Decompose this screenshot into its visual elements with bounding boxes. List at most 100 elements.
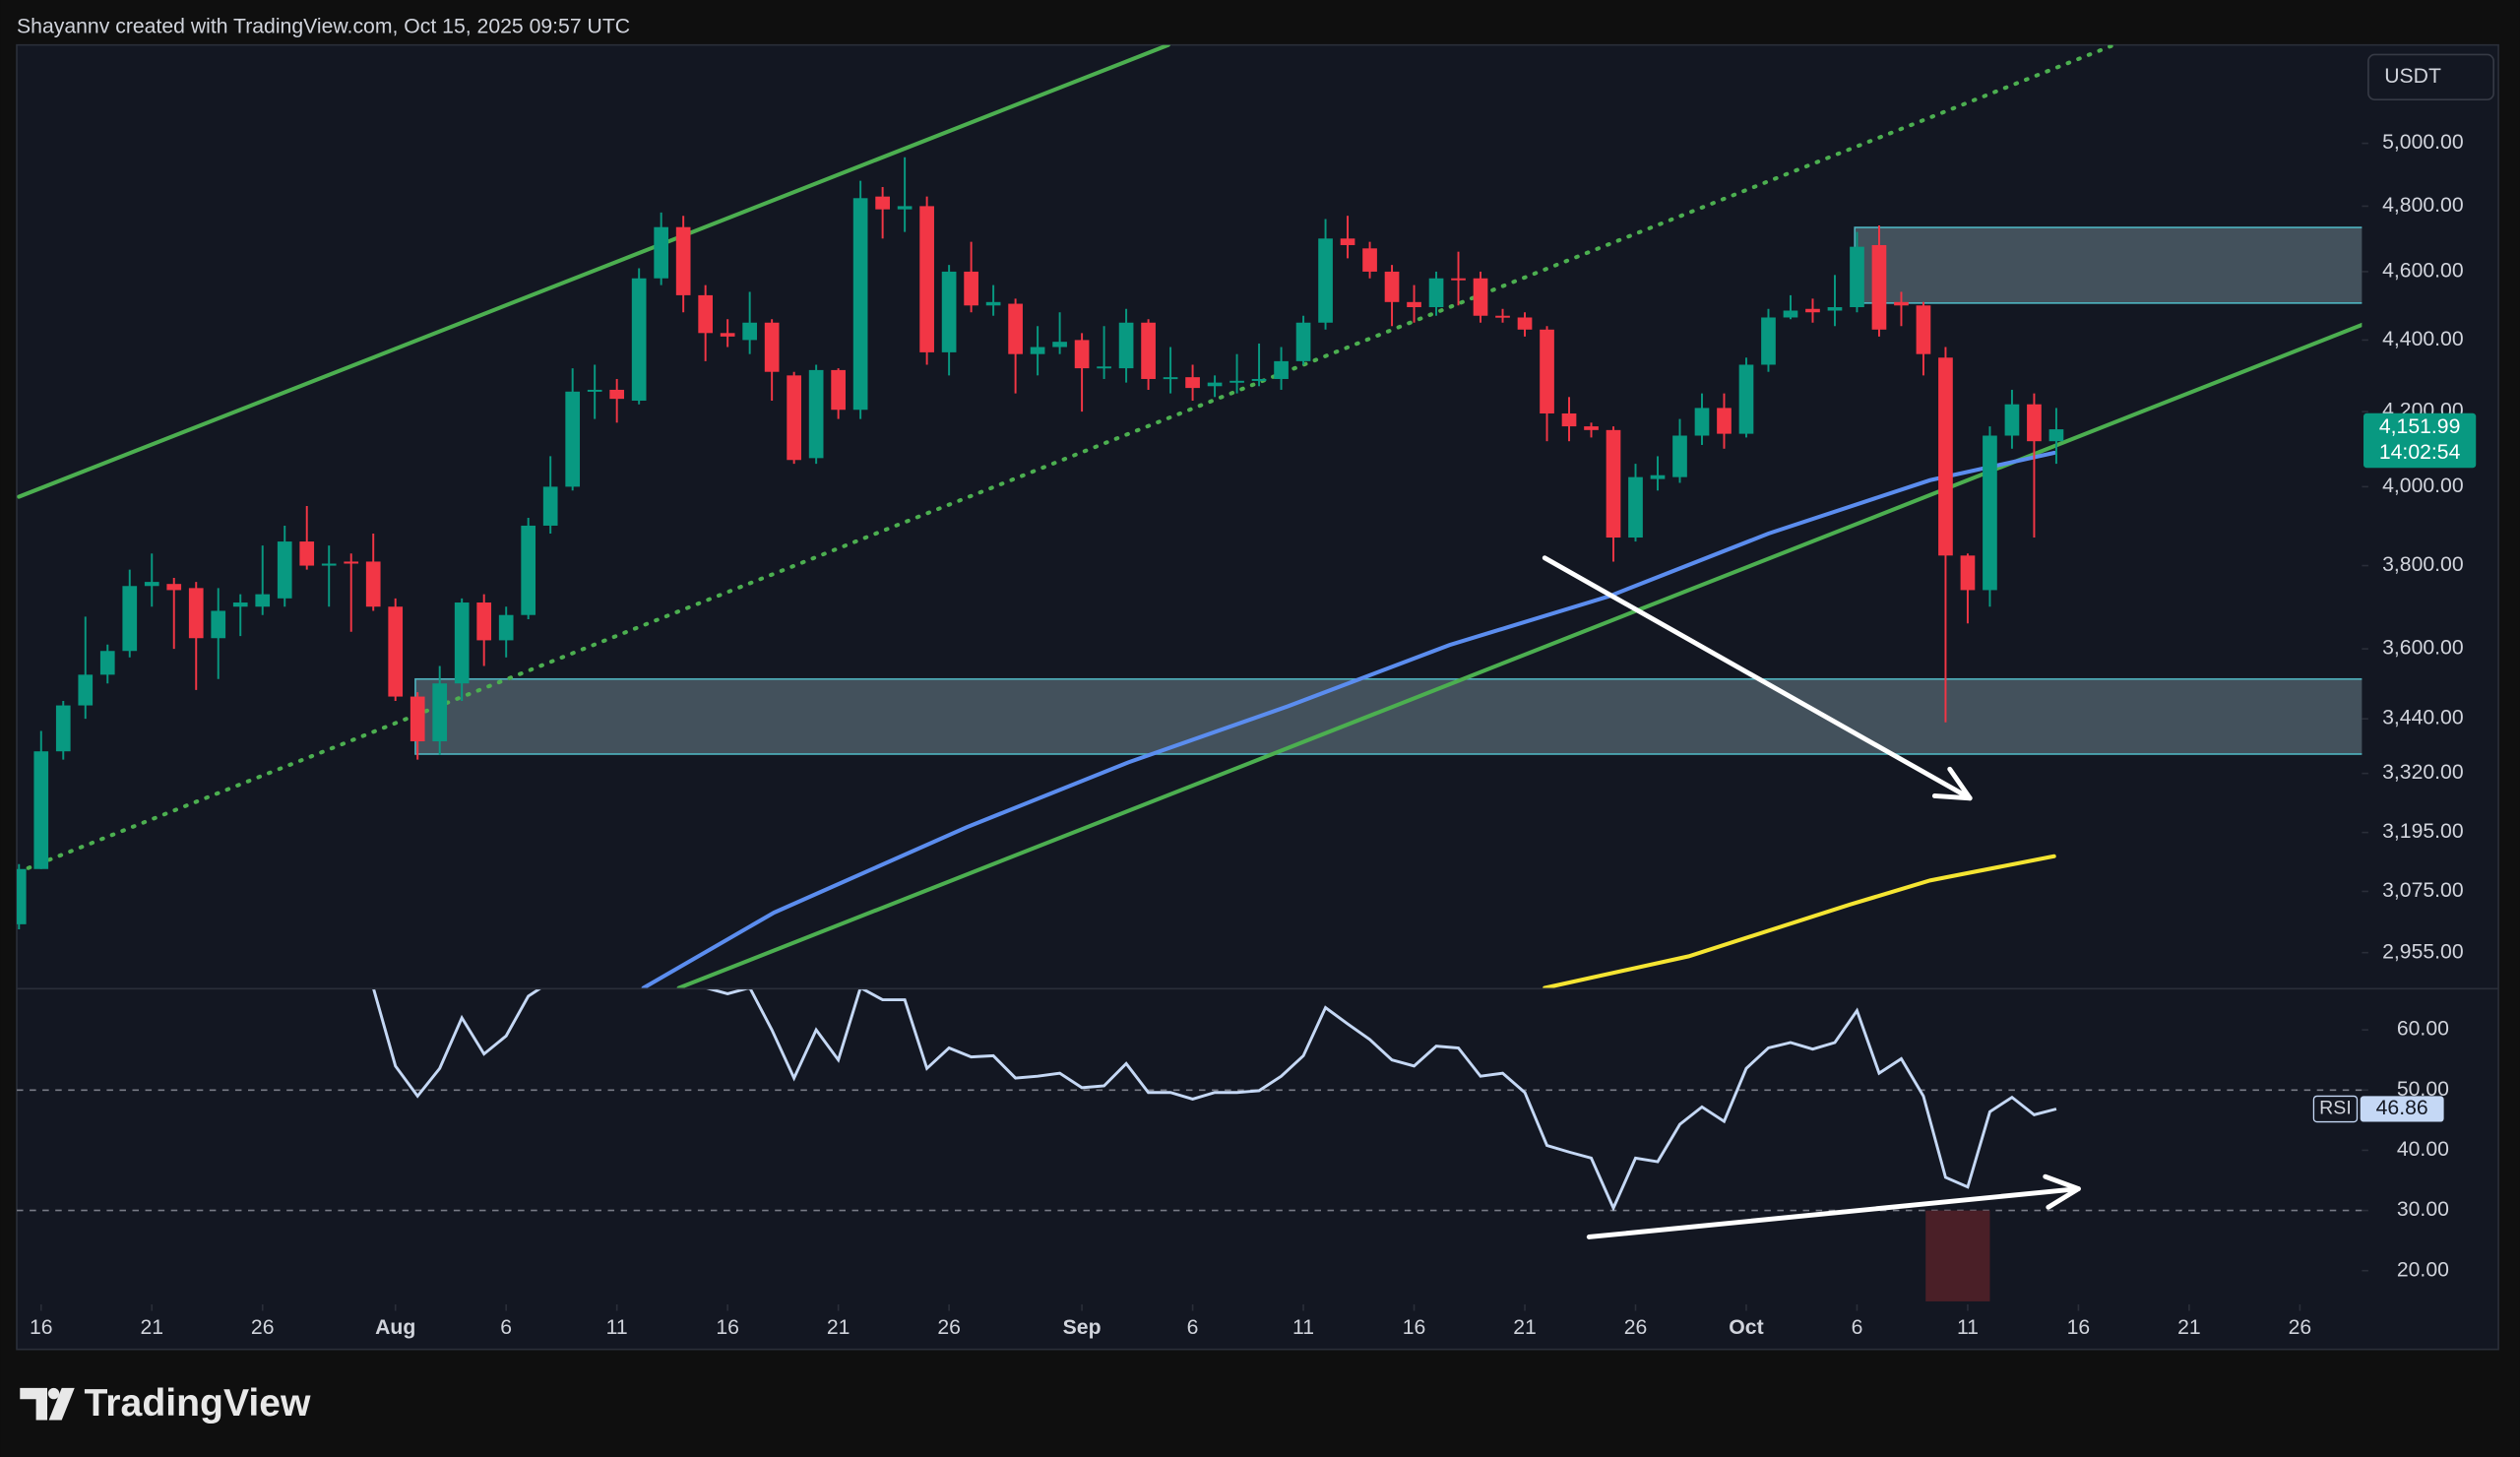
candle-body <box>1983 435 1997 591</box>
zone <box>414 677 2362 755</box>
x-tick-label: 21 <box>827 1316 850 1339</box>
candle-body <box>985 301 1001 306</box>
candle-body <box>17 868 27 924</box>
candle-body <box>2048 429 2064 442</box>
header-text: Shayannv created with TradingView.com, O… <box>17 15 630 37</box>
candle-body <box>1738 364 1754 434</box>
currency-box[interactable] <box>2367 53 2495 100</box>
candle-body <box>432 683 448 742</box>
logo-slash <box>48 1387 75 1421</box>
candle-body <box>654 226 669 279</box>
x-tick-label: 21 <box>2177 1316 2201 1339</box>
candle-body <box>33 751 49 869</box>
x-tick-label: 21 <box>1513 1316 1537 1339</box>
rsi-y-tick-label: 50.00 <box>2397 1078 2449 1101</box>
countdown-label: 14:02:54 <box>2379 441 2461 464</box>
candle-body <box>831 369 846 411</box>
candle-body <box>521 525 536 615</box>
candle-body <box>365 561 381 607</box>
brand-logo: TradingView <box>20 1382 311 1425</box>
candle-body <box>1141 322 1156 379</box>
candle-body <box>1295 322 1311 361</box>
trend-line <box>641 450 2056 988</box>
x-tick-label: 6 <box>500 1316 512 1339</box>
rsi-value-box <box>2360 1096 2444 1122</box>
y-tick-label: 3,320.00 <box>2382 761 2464 784</box>
candle-body <box>742 322 757 341</box>
x-tick-label: 11 <box>1957 1316 1979 1339</box>
candle-body <box>1628 476 1643 538</box>
candle-body <box>1805 308 1820 313</box>
rsi-y-tick-label: 40.00 <box>2397 1138 2449 1161</box>
trend-line <box>26 44 2116 870</box>
x-tick-label: 16 <box>2067 1316 2091 1339</box>
candle-body <box>609 389 625 400</box>
candle-body <box>1362 248 1377 272</box>
candle-body <box>99 651 115 675</box>
price-pane <box>17 44 2362 988</box>
candle-body <box>808 369 824 459</box>
candle-body <box>2004 404 2020 436</box>
candle-body <box>1606 429 1621 538</box>
candle-body <box>1185 377 1200 389</box>
candle-body <box>1074 340 1090 369</box>
candle-body <box>1650 475 1666 479</box>
x-tick-label: 16 <box>30 1316 53 1339</box>
candle-body <box>122 586 138 652</box>
y-tick-label: 4,800.00 <box>2382 194 2464 217</box>
candle-body <box>875 196 890 210</box>
candle-body <box>675 226 691 295</box>
y-tick-label: 3,195.00 <box>2382 820 2464 843</box>
candle-body <box>1274 360 1289 379</box>
candle-body <box>897 206 913 210</box>
zone <box>1925 1210 1990 1301</box>
x-tick-label: 16 <box>1403 1316 1426 1339</box>
candle-body <box>1850 246 1864 308</box>
zone <box>1854 226 2362 304</box>
candle-body <box>1960 555 1976 591</box>
candle-body <box>1251 378 1267 381</box>
x-tick-label: 16 <box>716 1316 739 1339</box>
candle-body <box>1030 347 1045 354</box>
candle-body <box>764 322 780 372</box>
candle-body <box>1118 322 1134 369</box>
candle-body <box>255 594 271 607</box>
rsi-y-tick-label: 60.00 <box>2397 1018 2449 1041</box>
chart-area <box>16 43 2499 1351</box>
candle-body <box>166 584 182 591</box>
arrow-line <box>1586 1186 2081 1239</box>
candle-body <box>232 602 248 607</box>
candle-body <box>919 206 934 352</box>
candle-body <box>1871 244 1887 330</box>
candle-body <box>1163 377 1178 380</box>
candle-body <box>1340 238 1355 245</box>
brand-name: TradingView <box>85 1382 311 1425</box>
candle-body <box>299 541 315 566</box>
candle-body <box>1473 278 1488 316</box>
candle-body <box>410 696 425 742</box>
y-tick-label: 3,800.00 <box>2382 553 2464 576</box>
y-tick-label: 3,600.00 <box>2382 637 2464 660</box>
arrow-head <box>2043 1173 2081 1210</box>
rsi-name-box <box>2312 1095 2359 1123</box>
y-tick-label: 4,000.00 <box>2382 475 2464 497</box>
x-tick-label: 26 <box>1624 1316 1648 1339</box>
x-tick-label: 6 <box>1187 1316 1199 1339</box>
candle-body <box>1097 366 1111 369</box>
candle-body <box>344 561 359 564</box>
y-tick-label: 4,600.00 <box>2382 260 2464 283</box>
rsi-pane <box>17 989 2362 1301</box>
candle-body <box>1561 412 1577 427</box>
x-tick-label: 21 <box>140 1316 163 1339</box>
candle-body <box>1384 271 1400 302</box>
candle-body <box>277 541 292 599</box>
candle-body <box>1783 310 1798 318</box>
candle-body <box>1428 278 1444 308</box>
candle-body <box>1672 435 1687 477</box>
candle-body <box>1008 303 1023 354</box>
candle-body <box>787 375 801 461</box>
candle-body <box>498 614 514 641</box>
last-price-box <box>2363 412 2477 469</box>
candle-body <box>1761 317 1776 365</box>
